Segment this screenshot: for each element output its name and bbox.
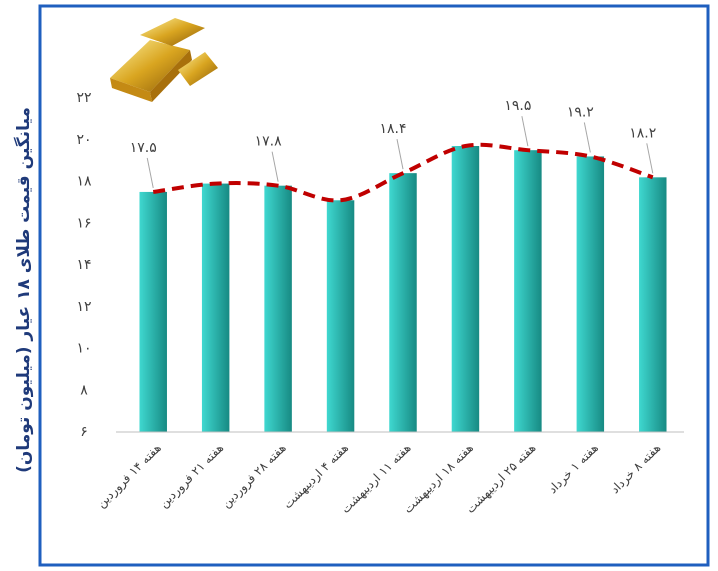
gold-bars-icon: [110, 18, 218, 102]
y-tick-label: ۱۲: [76, 299, 91, 315]
chart: میانگین قیمت طلای ۱۸ عیار (میلیون تومان)…: [0, 0, 718, 571]
y-tick-label: ۱۰: [76, 341, 91, 357]
bar: [577, 156, 604, 432]
leader-line: [584, 122, 590, 152]
y-tick-label: ۶: [80, 424, 88, 440]
x-tick-label: هفته ۱۴ فروردین: [94, 441, 165, 512]
x-tick-label: هفته ۱ خرداد: [545, 441, 601, 497]
leader-line: [397, 139, 403, 169]
data-label: ۱۷.۸: [255, 134, 282, 150]
y-tick-label: ۲۲: [76, 90, 91, 106]
leader-line: [272, 152, 278, 182]
data-label: ۱۹.۲: [567, 104, 594, 120]
data-label: ۱۸.۲: [629, 125, 656, 141]
bar: [327, 200, 354, 432]
bar: [452, 146, 479, 432]
bar: [639, 177, 666, 432]
y-axis-label: میانگین قیمت طلای ۱۸ عیار (میلیون تومان): [13, 107, 34, 473]
bar: [514, 150, 541, 432]
leader-line: [647, 143, 653, 173]
bar: [389, 173, 416, 432]
leader-line: [147, 158, 153, 188]
bar: [202, 184, 229, 432]
y-tick-label: ۸: [80, 382, 88, 398]
data-label: ۱۷.۵: [130, 140, 157, 156]
x-tick-label: هفته ۲۸ فروردین: [219, 441, 290, 512]
x-tick-label: هفته ۲۱ فروردین: [156, 441, 227, 512]
y-tick-label: ۱۶: [76, 215, 91, 231]
y-tick-label: ۲۰: [76, 132, 91, 148]
x-tick-label: هفته ۲۵ اردیبهشت: [463, 441, 539, 517]
x-tick-label: هفته ۸ خرداد: [608, 441, 664, 497]
y-tick-label: ۱۸: [76, 174, 92, 190]
x-tick-label: هفته ۴ اردیبهشت: [280, 441, 351, 512]
bar: [139, 192, 166, 432]
leader-line: [522, 116, 528, 146]
y-tick-label: ۱۴: [76, 257, 91, 273]
data-label: ۱۸.۴: [379, 121, 406, 137]
bar: [264, 186, 291, 432]
data-label: ۱۹.۵: [504, 98, 531, 114]
